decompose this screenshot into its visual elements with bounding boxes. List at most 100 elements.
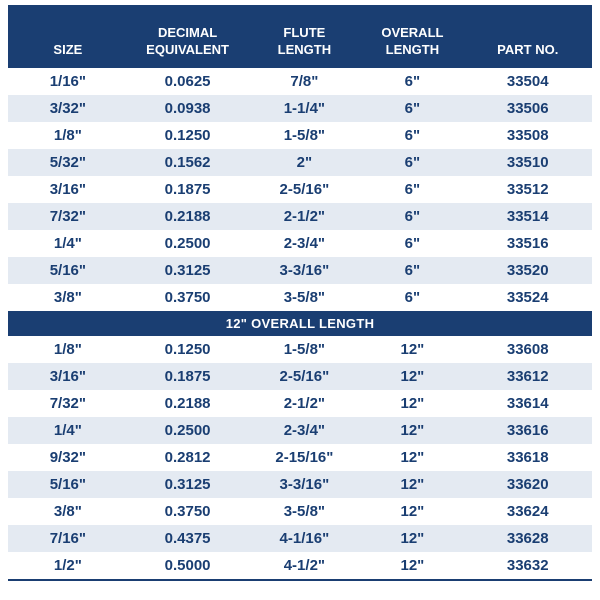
table-header: SIZE DECIMAL EQUIVALENT FLUTE LENGTH OVE…: [8, 5, 592, 68]
table-row: 1/8" 0.1250 1-5/8" 12" 33608: [8, 336, 592, 363]
table-cell: 1/2": [53, 557, 82, 574]
column-header-overall-length: OVERALL LENGTH: [361, 25, 463, 68]
column-header-part-no: PART NO.: [464, 42, 592, 68]
table-cell: 3/16": [49, 368, 87, 385]
table-cell: 3-5/8": [283, 289, 326, 306]
table-cell: 0.1250: [164, 127, 211, 144]
table-cell: 6": [404, 127, 421, 144]
table-cell: 0.5000: [164, 557, 211, 574]
table-cell: 0.2188: [164, 395, 211, 412]
table-cell: 33514: [506, 208, 549, 225]
table-cell: 33632: [506, 557, 549, 574]
table-cell: 3/16": [49, 181, 87, 198]
table-cell: 7/32": [49, 395, 87, 412]
table-cell: 1-5/8": [283, 341, 326, 358]
table-cell: 0.3750: [164, 503, 211, 520]
table-cell: 5/16": [49, 476, 87, 493]
table-cell: 3-3/16": [279, 262, 330, 279]
table-cell: 2-15/16": [275, 449, 334, 466]
table-row: 1/8" 0.1250 1-5/8" 6" 33508: [8, 122, 592, 149]
table-cell: 9/32": [49, 449, 87, 466]
table-row: 5/32" 0.1562 2" 6" 33510: [8, 149, 592, 176]
table-row: 3/16" 0.1875 2-5/16" 12" 33612: [8, 363, 592, 390]
table-row: 5/16" 0.3125 3-3/16" 12" 33620: [8, 471, 592, 498]
table-cell: 2": [296, 154, 313, 171]
table-cell: 4-1/2": [283, 557, 326, 574]
table-cell: 6": [404, 154, 421, 171]
table-cell: 33524: [506, 289, 549, 306]
table-cell: 0.1875: [164, 368, 211, 385]
column-header-flute-length: FLUTE LENGTH: [247, 25, 361, 68]
table-cell: 3/8": [53, 503, 82, 520]
table-cell: 1/8": [53, 341, 82, 358]
spec-table: SIZE DECIMAL EQUIVALENT FLUTE LENGTH OVE…: [8, 5, 592, 581]
table-cell: 33504: [506, 73, 549, 90]
table-row: 3/16" 0.1875 2-5/16" 6" 33512: [8, 176, 592, 203]
table-cell: 33512: [506, 181, 549, 198]
table-cell: 12": [400, 341, 425, 358]
table-cell: 0.2812: [164, 449, 211, 466]
table-row: 1/4" 0.2500 2-3/4" 12" 33616: [8, 417, 592, 444]
table-cell: 33618: [506, 449, 549, 466]
table-row: 7/16" 0.4375 4-1/16" 12" 33628: [8, 525, 592, 552]
table-row: 1/4" 0.2500 2-3/4" 6" 33516: [8, 230, 592, 257]
table-cell: 0.2500: [164, 422, 211, 439]
table-cell: 0.0938: [164, 100, 211, 117]
table-cell: 0.3125: [164, 262, 211, 279]
table-cell: 3/8": [53, 289, 82, 306]
table-cell: 0.2188: [164, 208, 211, 225]
table-row: 3/8" 0.3750 3-5/8" 6" 33524: [8, 284, 592, 311]
table-row: 3/8" 0.3750 3-5/8" 12" 33624: [8, 498, 592, 525]
table-cell: 12": [400, 476, 425, 493]
table-cell: 12": [400, 422, 425, 439]
table-cell: 1/4": [53, 422, 82, 439]
table-cell: 2-1/2": [283, 208, 326, 225]
table-cell: 0.3125: [164, 476, 211, 493]
table-cell: 7/32": [49, 208, 87, 225]
table-row: 7/32" 0.2188 2-1/2" 6" 33514: [8, 203, 592, 230]
table-row: 1/16" 0.0625 7/8" 6" 33504: [8, 68, 592, 95]
table-cell: 6": [404, 235, 421, 252]
table-cell: 1/16": [49, 73, 87, 90]
table-cell: 6": [404, 100, 421, 117]
table-row: 9/32" 0.2812 2-15/16" 12" 33618: [8, 444, 592, 471]
section-divider: 12" OVERALL LENGTH: [8, 311, 592, 336]
table-body: 1/16" 0.0625 7/8" 6" 33504 3/32" 0.0938 1-1/4" 6…: [8, 68, 592, 579]
table-cell: 6": [404, 262, 421, 279]
table-row: 5/16" 0.3125 3-3/16" 6" 33520: [8, 257, 592, 284]
table-cell: 33510: [506, 154, 549, 171]
table-row: 1/2" 0.5000 4-1/2" 12" 33632: [8, 552, 592, 579]
table-cell: 0.1875: [164, 181, 211, 198]
table-cell: 5/16": [49, 262, 87, 279]
table-cell: 12": [400, 503, 425, 520]
table-cell: 1/4": [53, 235, 82, 252]
table-cell: 7/16": [49, 530, 87, 547]
table-cell: 0.1562: [164, 154, 211, 171]
table-cell: 3/32": [49, 100, 87, 117]
table-cell: 33520: [506, 262, 549, 279]
column-header-decimal-equivalent: DECIMAL EQUIVALENT: [128, 25, 248, 68]
column-header-label: OVERALL LENGTH: [381, 25, 444, 58]
column-header-size: SIZE: [8, 42, 128, 68]
table-cell: 0.0625: [164, 73, 211, 90]
column-header-label: PART NO.: [497, 42, 559, 58]
table-cell: 33624: [506, 503, 549, 520]
table-cell: 5/32": [49, 154, 87, 171]
table-cell: 6": [404, 289, 421, 306]
table-cell: 6": [404, 181, 421, 198]
table-cell: 3-5/8": [283, 503, 326, 520]
table-cell: 12": [400, 530, 425, 547]
table-row: 3/32" 0.0938 1-1/4" 6" 33506: [8, 95, 592, 122]
table-cell: 6": [404, 208, 421, 225]
table-cell: 0.3750: [164, 289, 211, 306]
table-cell: 33608: [506, 341, 549, 358]
table-cell: 33628: [506, 530, 549, 547]
table-cell: 33506: [506, 100, 549, 117]
table-cell: 3-3/16": [279, 476, 330, 493]
table-cell: 2-3/4": [283, 235, 326, 252]
table-cell: 2-5/16": [279, 181, 330, 198]
table-cell: 33516: [506, 235, 549, 252]
table-cell: 12": [400, 395, 425, 412]
table-cell: 0.2500: [164, 235, 211, 252]
column-header-label: SIZE: [53, 42, 83, 58]
